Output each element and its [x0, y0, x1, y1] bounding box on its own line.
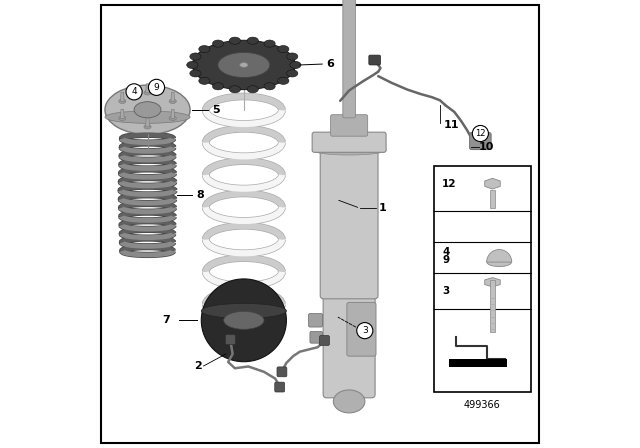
Text: 5: 5: [212, 105, 220, 115]
FancyBboxPatch shape: [435, 166, 531, 392]
Ellipse shape: [199, 46, 210, 53]
Ellipse shape: [118, 99, 126, 103]
Ellipse shape: [202, 303, 287, 319]
Text: 11: 11: [443, 121, 459, 130]
FancyBboxPatch shape: [320, 147, 378, 299]
Ellipse shape: [199, 77, 210, 84]
Text: 7: 7: [162, 315, 170, 325]
FancyBboxPatch shape: [331, 115, 367, 136]
FancyBboxPatch shape: [347, 302, 376, 356]
Polygon shape: [484, 178, 500, 189]
Ellipse shape: [287, 53, 298, 60]
Ellipse shape: [118, 116, 126, 121]
Ellipse shape: [202, 279, 287, 362]
FancyBboxPatch shape: [312, 132, 386, 152]
Ellipse shape: [105, 85, 190, 134]
Ellipse shape: [224, 311, 264, 329]
FancyBboxPatch shape: [310, 332, 323, 343]
Wedge shape: [486, 250, 512, 262]
Ellipse shape: [218, 52, 270, 78]
FancyBboxPatch shape: [319, 336, 330, 345]
Ellipse shape: [240, 63, 248, 67]
Text: 10: 10: [479, 142, 495, 152]
FancyBboxPatch shape: [308, 314, 323, 327]
Ellipse shape: [187, 61, 198, 69]
Polygon shape: [146, 84, 149, 93]
Text: 4: 4: [442, 247, 450, 257]
Circle shape: [126, 84, 142, 100]
Text: 3: 3: [362, 326, 367, 335]
Ellipse shape: [190, 53, 201, 60]
Polygon shape: [146, 118, 149, 127]
Ellipse shape: [144, 90, 151, 95]
Bar: [449, 359, 507, 367]
Text: 12: 12: [442, 179, 457, 189]
Text: 12: 12: [475, 129, 486, 138]
Ellipse shape: [105, 111, 190, 123]
FancyBboxPatch shape: [470, 133, 491, 150]
Text: 4: 4: [131, 87, 137, 96]
Text: 1: 1: [378, 203, 386, 213]
Ellipse shape: [144, 125, 151, 129]
Polygon shape: [120, 109, 124, 118]
Circle shape: [472, 125, 488, 142]
Ellipse shape: [487, 258, 511, 267]
Text: 499366: 499366: [464, 400, 500, 409]
Ellipse shape: [212, 40, 224, 47]
Ellipse shape: [278, 77, 289, 84]
Ellipse shape: [169, 116, 177, 121]
Ellipse shape: [193, 40, 296, 90]
FancyBboxPatch shape: [275, 382, 285, 392]
FancyBboxPatch shape: [225, 335, 236, 345]
Circle shape: [356, 323, 373, 339]
Circle shape: [148, 79, 164, 95]
FancyBboxPatch shape: [323, 292, 375, 398]
Ellipse shape: [212, 83, 224, 90]
Ellipse shape: [169, 99, 177, 103]
FancyBboxPatch shape: [343, 0, 355, 118]
Polygon shape: [171, 92, 175, 101]
Polygon shape: [484, 278, 500, 287]
Text: 9: 9: [442, 255, 449, 265]
Ellipse shape: [247, 86, 259, 93]
FancyBboxPatch shape: [490, 280, 495, 332]
FancyBboxPatch shape: [490, 190, 495, 208]
Ellipse shape: [312, 145, 386, 155]
Ellipse shape: [278, 46, 289, 53]
Ellipse shape: [333, 390, 365, 413]
Text: 3: 3: [442, 286, 449, 296]
Ellipse shape: [290, 61, 301, 69]
Ellipse shape: [264, 40, 275, 47]
Polygon shape: [120, 92, 124, 101]
Ellipse shape: [229, 86, 241, 93]
Ellipse shape: [229, 37, 241, 44]
FancyBboxPatch shape: [369, 55, 380, 65]
Ellipse shape: [190, 70, 201, 77]
Text: 9: 9: [154, 83, 159, 92]
FancyBboxPatch shape: [277, 367, 287, 377]
Text: 2: 2: [195, 361, 202, 371]
Ellipse shape: [264, 83, 275, 90]
Ellipse shape: [134, 102, 161, 118]
Ellipse shape: [247, 37, 259, 44]
Ellipse shape: [287, 70, 298, 77]
Text: 8: 8: [197, 190, 205, 200]
Polygon shape: [171, 109, 175, 118]
Text: 6: 6: [327, 59, 335, 69]
